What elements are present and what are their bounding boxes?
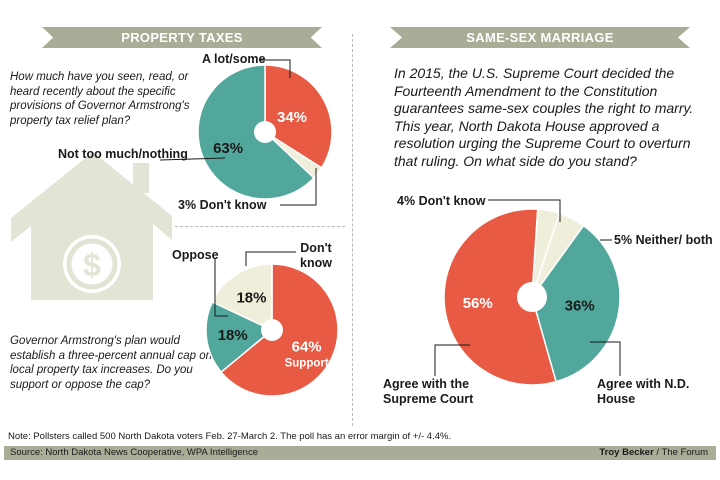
name-dont-know-3: Don't know xyxy=(418,194,486,208)
svg-text:$: $ xyxy=(83,247,101,283)
leader-line xyxy=(488,199,561,222)
leader-line xyxy=(159,157,226,161)
slice-agree-nd-house xyxy=(531,224,621,383)
credit-org: / The Forum xyxy=(653,447,708,458)
value-neither: 5% xyxy=(614,233,633,247)
leader-line xyxy=(214,258,228,317)
label-oppose: Oppose xyxy=(172,248,219,262)
value-support: 64% xyxy=(292,338,322,355)
slice-dont-know-2 xyxy=(211,263,273,332)
question-cap: Governor Armstrong's plan would establis… xyxy=(10,335,213,391)
horizontal-divider xyxy=(175,226,345,227)
label-agree-nd-house: Agree with N.D. House xyxy=(597,377,690,406)
label-a-lot-some: A lot/some xyxy=(202,52,266,66)
credit-text: Troy Becker / The Forum xyxy=(599,447,708,458)
label-not-too-much: Not too much/nothing xyxy=(58,147,188,161)
label-dont-know-1: 3% Don't know xyxy=(178,198,266,213)
value-dont-know-1: 3% xyxy=(178,198,197,212)
label-agree-supreme-court: Agree with the Supreme Court xyxy=(383,377,474,406)
value-agree-supreme-court: 56% xyxy=(463,295,493,312)
value-not-too-much: 63% xyxy=(213,140,243,157)
leader-line xyxy=(245,251,296,266)
slice-agree-supreme-court xyxy=(443,208,557,386)
leader-line xyxy=(260,59,291,78)
house-dollar-icon: $ xyxy=(11,152,172,300)
value-oppose: 18% xyxy=(218,327,248,344)
label-neither: 5% Neither/ both xyxy=(614,233,713,248)
question-marriage: In 2015, the U.S. Supreme Court decided … xyxy=(394,65,694,169)
property-taxes-banner: PROPERTY TAXES xyxy=(42,27,322,48)
question-awareness: How much have you seen, read, or heard r… xyxy=(10,71,190,127)
name-dont-know-1: Don't know xyxy=(199,198,267,212)
value-dont-know-2: 18% xyxy=(236,290,266,307)
pie-marriage: 36% 56% xyxy=(443,208,621,386)
leader-line xyxy=(590,341,621,376)
pie-center-hole xyxy=(517,282,547,312)
leader-line xyxy=(280,168,317,206)
sublabel-support: Support xyxy=(285,357,329,369)
source-text: Source: North Dakota News Cooperative, W… xyxy=(10,447,258,458)
name-neither: Neither/ both xyxy=(635,233,713,247)
value-agree-nd-house: 36% xyxy=(565,297,595,314)
leader-line xyxy=(434,344,470,376)
methodology-note: Note: Pollsters called 500 North Dakota … xyxy=(8,431,452,442)
value-dont-know-3: 4% xyxy=(397,194,416,208)
label-dont-know-3: 4% Don't know xyxy=(397,194,485,209)
pie-cap-support: 64% Support 18% 18% xyxy=(205,263,339,397)
pie-center-hole xyxy=(261,319,283,341)
pie-awareness: 34% 63% xyxy=(197,64,333,200)
same-sex-marriage-banner: SAME-SEX MARRIAGE xyxy=(390,27,690,48)
leader-lines xyxy=(159,59,621,376)
slice-oppose xyxy=(205,300,274,374)
pie-center-hole xyxy=(254,121,276,143)
slice-dont-know-3 xyxy=(531,208,561,298)
footer-bar: Source: North Dakota News Cooperative, W… xyxy=(4,446,716,460)
credit-name: Troy Becker xyxy=(599,447,654,458)
vertical-divider xyxy=(352,34,353,426)
label-dont-know-2: Don't know xyxy=(300,241,332,270)
value-a-lot-some: 34% xyxy=(277,109,307,126)
